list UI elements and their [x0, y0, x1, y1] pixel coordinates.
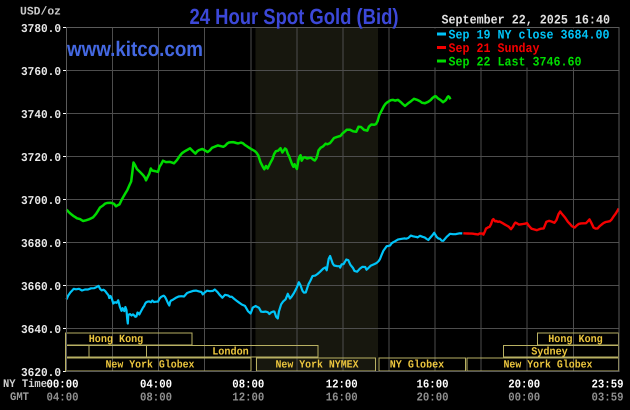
svg-text:September 22, 2025 16:40: September 22, 2025 16:40	[442, 13, 611, 28]
svg-text:New York Globex: New York Globex	[106, 360, 195, 372]
svg-text:3640.0: 3640.0	[21, 323, 61, 337]
svg-text:GMT: GMT	[10, 391, 29, 404]
svg-text:20:00: 20:00	[417, 391, 449, 405]
svg-text:04:00: 04:00	[140, 378, 172, 392]
svg-text:NY Time: NY Time	[3, 378, 47, 391]
svg-text:www.kitco.com: www.kitco.com	[66, 38, 203, 61]
svg-text:3660.0: 3660.0	[21, 280, 61, 294]
svg-text:24 Hour Spot Gold (Bid): 24 Hour Spot Gold (Bid)	[190, 4, 399, 29]
svg-text:London: London	[212, 346, 249, 358]
svg-text:3720.0: 3720.0	[21, 151, 61, 165]
svg-text:3740.0: 3740.0	[21, 108, 61, 122]
svg-text:Sep 21 Sunday: Sep 21 Sunday	[449, 41, 540, 56]
svg-text:16:00: 16:00	[326, 391, 358, 405]
svg-text:03:59: 03:59	[592, 391, 624, 405]
svg-text:Sydney: Sydney	[531, 346, 568, 358]
svg-text:04:00: 04:00	[47, 391, 79, 405]
svg-text:20:00: 20:00	[508, 378, 540, 392]
svg-text:NY Globex: NY Globex	[390, 360, 445, 372]
svg-text:3700.0: 3700.0	[21, 194, 61, 208]
svg-text:Hong Kong: Hong Kong	[548, 334, 603, 346]
svg-text:3780.0: 3780.0	[21, 22, 61, 36]
svg-text:08:00: 08:00	[140, 391, 172, 405]
svg-text:08:00: 08:00	[232, 378, 264, 392]
svg-text:3680.0: 3680.0	[21, 237, 61, 251]
svg-text:12:00: 12:00	[326, 378, 358, 392]
svg-text:23:59: 23:59	[592, 378, 624, 392]
svg-text:12:00: 12:00	[232, 391, 264, 405]
svg-text:16:00: 16:00	[417, 378, 449, 392]
svg-text:Sep 22 Last 3746.60: Sep 22 Last 3746.60	[449, 55, 582, 70]
svg-text:00:00: 00:00	[47, 378, 79, 392]
svg-text:Hong Kong: Hong Kong	[89, 334, 144, 346]
svg-text:3620.0: 3620.0	[21, 366, 61, 380]
svg-text:New York NYMEX: New York NYMEX	[276, 360, 359, 372]
svg-text:USD/oz: USD/oz	[20, 6, 61, 19]
svg-text:Sep 19 NY close 3684.00: Sep 19 NY close 3684.00	[449, 28, 610, 43]
svg-text:New York Globex: New York Globex	[504, 360, 593, 372]
svg-text:3760.0: 3760.0	[21, 65, 61, 79]
svg-text:00:00: 00:00	[508, 391, 540, 405]
